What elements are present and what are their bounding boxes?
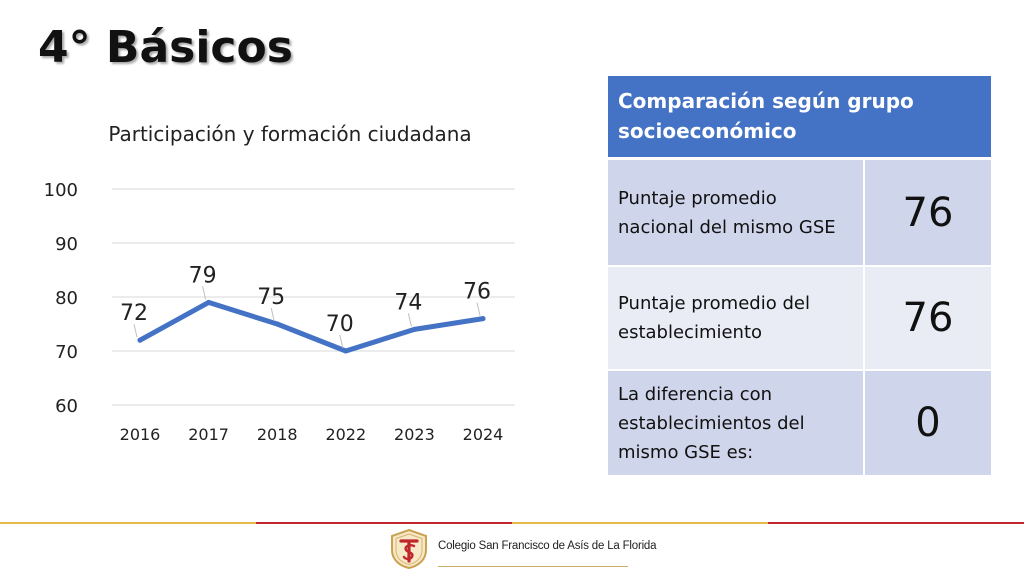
- data-label: 70: [326, 312, 354, 337]
- table-row: La diferencia con establecimientos del m…: [608, 371, 991, 477]
- comparison-header: Comparación según grupo socioeconómico: [608, 76, 991, 160]
- row-value: 0: [865, 371, 991, 477]
- data-label-leader: [133, 324, 138, 338]
- data-point: [411, 326, 417, 332]
- y-tick-label: 100: [44, 180, 78, 201]
- x-tick-label: 2024: [463, 425, 504, 444]
- data-point: [274, 321, 280, 327]
- y-tick-label: 80: [55, 288, 78, 309]
- data-label-leader: [339, 334, 344, 349]
- comparison-table: Comparación según grupo socioeconómico P…: [608, 76, 991, 477]
- footer-divider: [256, 522, 512, 524]
- x-tick-label: 2022: [325, 425, 366, 444]
- footer: Colegio San Francisco de Asís de La Flor…: [388, 526, 657, 572]
- x-tick-label: 2018: [257, 425, 298, 444]
- x-tick-label: 2017: [188, 425, 229, 444]
- chart-plot: 100 90 80 70 60 2016 2017 2018 2022 2023 2024 72 79 7…: [44, 180, 515, 444]
- data-label-leader: [270, 307, 275, 322]
- data-label-leader: [407, 313, 412, 327]
- footer-divider: [512, 522, 768, 524]
- row-label: Puntaje promedio nacional del mismo GSE: [608, 160, 865, 267]
- footer-divider: [0, 522, 256, 524]
- y-tick-label: 70: [55, 342, 78, 363]
- school-name: Colegio San Francisco de Asís de La Flor…: [438, 540, 657, 552]
- school-name-underline: [438, 566, 628, 567]
- row-value: 76: [865, 267, 991, 371]
- data-point: [480, 316, 486, 322]
- row-label: La diferencia con establecimientos del m…: [608, 371, 865, 477]
- data-label: 75: [257, 285, 285, 310]
- table-row: Puntaje promedio nacional del mismo GSE …: [608, 160, 991, 267]
- slide-title: 4° Básicos: [38, 22, 293, 73]
- data-label: 74: [394, 290, 422, 315]
- data-label-leader: [202, 286, 207, 300]
- data-point: [343, 348, 349, 354]
- chart-title: Participación y formación ciudadana: [108, 122, 472, 146]
- y-tick-label: 90: [55, 234, 78, 255]
- x-tick-label: 2016: [120, 425, 161, 444]
- data-label: 79: [189, 263, 217, 288]
- row-label: Puntaje promedio del establecimiento: [608, 267, 865, 371]
- row-value: 76: [865, 160, 991, 267]
- series-line: [137, 299, 486, 354]
- y-tick-label: 60: [55, 396, 78, 417]
- school-crest-icon: [391, 528, 427, 570]
- data-point: [137, 337, 143, 343]
- footer-divider: [768, 522, 1024, 524]
- data-label: 72: [120, 301, 148, 326]
- data-point: [206, 299, 212, 305]
- line-chart: Participación y formación ciudadana 100 9…: [30, 110, 530, 460]
- data-label: 76: [463, 280, 491, 305]
- x-tick-label: 2023: [394, 425, 435, 444]
- table-row: Puntaje promedio del establecimiento 76: [608, 267, 991, 371]
- data-label-leader: [476, 302, 481, 316]
